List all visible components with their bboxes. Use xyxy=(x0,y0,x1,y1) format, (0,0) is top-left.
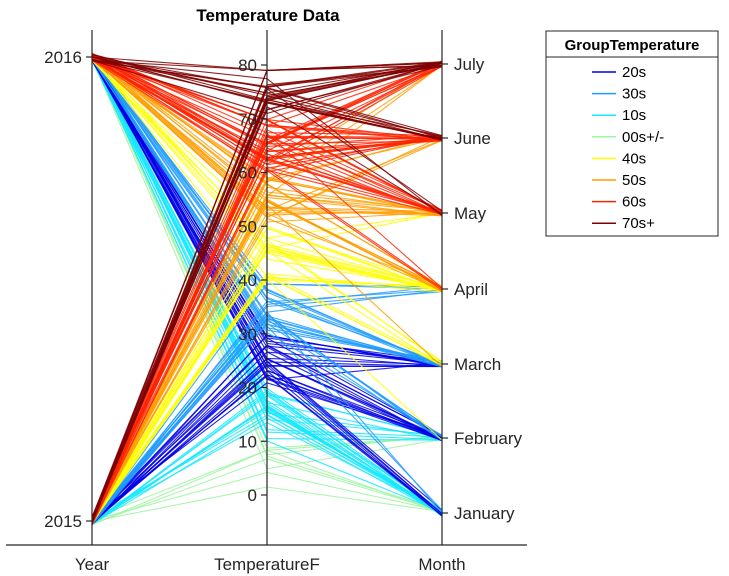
chart-title: Temperature Data xyxy=(196,6,340,25)
legend-label: 70s+ xyxy=(622,215,655,232)
legend-label: 10s xyxy=(622,107,646,124)
temperature-tick-label: 10 xyxy=(238,432,257,451)
temperature-tick-label: 40 xyxy=(238,271,257,290)
month-tick-label: March xyxy=(454,355,501,374)
legend[interactable]: GroupTemperature 20s 30s 10s 00s+/- 40s 50s 60s… xyxy=(545,30,719,237)
month-tick-label: July xyxy=(454,55,485,74)
temperature-tick-label: 30 xyxy=(238,325,257,344)
temperature-tick-label: 0 xyxy=(248,486,257,505)
month-tick-label: June xyxy=(454,129,491,148)
month-tick-label: January xyxy=(454,504,515,523)
legend-label: 20s xyxy=(622,64,646,81)
month-tick-label: May xyxy=(454,204,487,223)
month-tick-label: April xyxy=(454,280,488,299)
legend-item-20s[interactable]: 20s xyxy=(592,64,646,81)
month-tick-label: February xyxy=(454,429,523,448)
temperature-tick-label: 70 xyxy=(238,110,257,129)
temperature-tick-label: 50 xyxy=(238,217,257,236)
legend-label: 00s+/- xyxy=(622,129,664,146)
axes: Year TemperatureF Month 2015 2016 0 10 20 30 40 50… xyxy=(6,30,527,574)
legend-item-50s[interactable]: 50s xyxy=(592,172,646,189)
legend-item-00s+/-[interactable]: 00s+/- xyxy=(592,129,664,146)
legend-item-60s[interactable]: 60s xyxy=(592,194,646,211)
legend-label: 50s xyxy=(622,172,646,189)
year-tick-label: 2016 xyxy=(44,48,82,67)
axis-name-Month: Month xyxy=(418,555,465,574)
legend-label: 30s xyxy=(622,86,646,103)
legend-box xyxy=(545,30,719,237)
legend-item-30s[interactable]: 30s xyxy=(592,86,646,103)
year-tick-label: 2015 xyxy=(44,512,82,531)
temperature-tick-label: 20 xyxy=(238,379,257,398)
temperature-tick-label: 60 xyxy=(238,164,257,183)
legend-item-40s[interactable]: 40s xyxy=(592,150,646,167)
axis-name-TemperatureF: TemperatureF xyxy=(214,555,320,574)
legend-label: 40s xyxy=(622,150,646,167)
temperature-tick-label: 80 xyxy=(238,56,257,75)
axis-name-Year: Year xyxy=(75,555,110,574)
legend-label: 60s xyxy=(622,194,646,211)
legend-item-70s+[interactable]: 70s+ xyxy=(592,215,655,232)
legend-title: GroupTemperature xyxy=(565,37,700,54)
legend-item-10s[interactable]: 10s xyxy=(592,107,646,124)
